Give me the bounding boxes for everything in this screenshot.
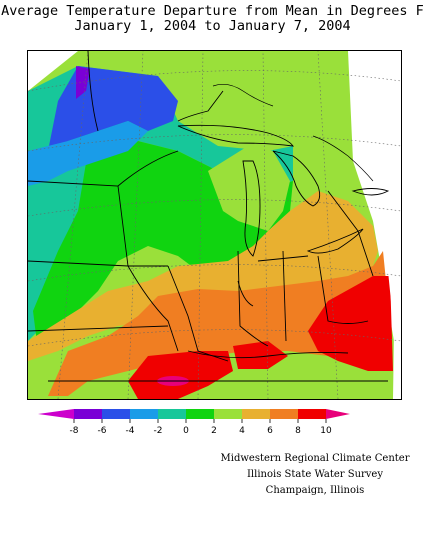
border-segment xyxy=(237,250,269,347)
graticule xyxy=(28,51,401,399)
credit-center: Midwestern Regional Climate Center xyxy=(220,453,410,464)
legend-tick-label: -2 xyxy=(154,426,163,436)
legend-color-bar xyxy=(38,409,350,419)
map-date-range: January 1, 2004 to January 7, 2004 xyxy=(74,18,351,34)
legend-swatch xyxy=(158,409,186,419)
legend-swatch xyxy=(214,409,242,419)
contour-4-to-6 xyxy=(28,191,378,361)
legend-tick-label: 10 xyxy=(320,426,332,436)
border-segment xyxy=(257,255,309,262)
legend-swatch xyxy=(102,409,130,419)
lake-ontario xyxy=(351,188,390,196)
lake-superior xyxy=(177,124,294,147)
border-segment xyxy=(87,51,99,132)
legend-swatch xyxy=(130,409,158,419)
legend-swatch xyxy=(326,409,350,419)
border-segment xyxy=(282,250,287,342)
great-lakes-outlines xyxy=(177,124,390,257)
contour-8-to-10-kentucky xyxy=(233,341,288,369)
legend-tick-label: 8 xyxy=(295,426,301,436)
legend-swatch xyxy=(298,409,326,419)
lake-michigan xyxy=(242,160,261,257)
lake-huron xyxy=(272,150,321,207)
contour-minus4-to-minus2 xyxy=(28,121,148,186)
map-outside-area xyxy=(28,51,78,91)
legend-swatch xyxy=(38,409,74,419)
legend-swatch xyxy=(186,409,214,419)
border-segment xyxy=(237,280,254,307)
contour-2-to-4-north xyxy=(208,146,290,231)
legend-tick-label: -8 xyxy=(70,426,79,436)
credit-survey: Illinois State Water Survey xyxy=(246,469,383,480)
legend-tick-label: -4 xyxy=(126,426,135,436)
credit-location: Champaign, Illinois xyxy=(265,485,365,496)
temperature-departure-map xyxy=(27,50,402,400)
map-outside-area-southeast xyxy=(383,211,401,399)
border-segment xyxy=(117,150,179,187)
border-segment xyxy=(317,255,369,324)
border-segment xyxy=(167,265,229,362)
border-segment xyxy=(28,325,169,332)
legend-tick-label: 2 xyxy=(211,426,217,436)
legend-tick-label: 4 xyxy=(239,426,245,436)
state-boundaries xyxy=(28,51,388,382)
canada-coastline xyxy=(212,84,374,182)
border-segment xyxy=(187,350,349,359)
legend-tick-labels: -8 -6 -4 -2 0 2 4 6 8 10 xyxy=(70,419,332,436)
map-title: Average Temperature Departure from Mean … xyxy=(1,3,424,19)
border-segment xyxy=(177,90,224,122)
lake-erie xyxy=(306,228,364,254)
contour-6-to-8 xyxy=(48,251,388,396)
legend-swatch xyxy=(270,409,298,419)
map-canvas xyxy=(28,51,401,399)
legend-tick-label: 0 xyxy=(183,426,189,436)
legend-tick-label: -6 xyxy=(98,426,107,436)
legend-swatch xyxy=(242,409,270,419)
contour-8-to-10-south xyxy=(128,351,233,399)
border-segment xyxy=(127,265,179,352)
border-segment xyxy=(327,190,374,277)
legend-swatch xyxy=(74,409,102,419)
contour-below-minus8 xyxy=(76,66,90,99)
color-legend: -8 -6 -4 -2 0 2 4 6 8 10 xyxy=(38,409,350,436)
legend-tick-label: 6 xyxy=(267,426,273,436)
